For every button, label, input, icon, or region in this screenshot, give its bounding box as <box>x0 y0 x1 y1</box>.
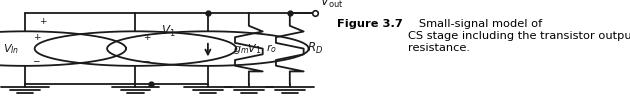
Text: $V_1$: $V_1$ <box>161 24 175 39</box>
Text: +: + <box>39 17 47 26</box>
Text: $g_m V_1$: $g_m V_1$ <box>233 42 262 56</box>
Text: $r_o$: $r_o$ <box>266 42 277 55</box>
Text: $V_{\mathit{In}}$: $V_{\mathit{In}}$ <box>3 42 19 56</box>
Text: $-$: $-$ <box>142 55 151 64</box>
Text: $R_D$: $R_D$ <box>307 41 324 56</box>
Text: Small-signal model of
CS stage including the transistor output
resistance.: Small-signal model of CS stage including… <box>408 19 630 53</box>
Text: Figure 3.7: Figure 3.7 <box>337 19 403 29</box>
Text: $-$: $-$ <box>32 55 41 64</box>
Text: $V_{\mathrm{out}}$: $V_{\mathrm{out}}$ <box>320 0 343 10</box>
Text: +: + <box>33 33 40 42</box>
Text: +: + <box>143 33 151 42</box>
